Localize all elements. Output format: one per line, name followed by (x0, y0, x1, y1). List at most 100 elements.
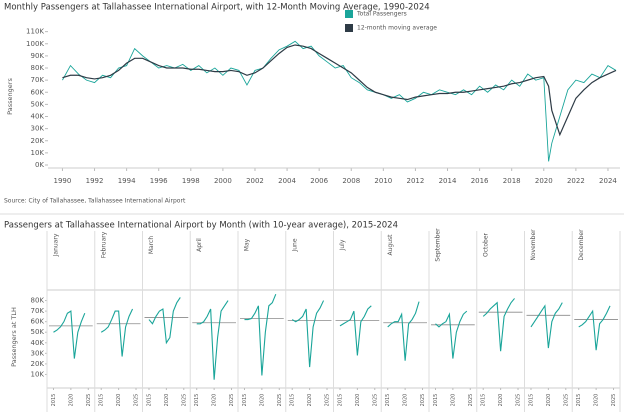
x-tick-label: 2025 (325, 394, 331, 407)
x-tick-label: 1994 (118, 177, 136, 185)
y-tick-label: 20K (31, 137, 45, 145)
panel-label: May (244, 238, 251, 251)
x-tick-label: 2025 (611, 394, 617, 407)
x-tick-label: 2020 (450, 394, 456, 407)
x-tick-label: 2020 (594, 394, 600, 407)
x-tick-label: 2015 (290, 394, 296, 407)
source-note: Source: City of Tallahassee, Tallahassee… (4, 198, 186, 205)
panel-label: June (291, 238, 298, 252)
y-tick-label: 60K (31, 318, 45, 326)
x-tick-label: 1996 (150, 177, 168, 185)
x-tick-label: 2002 (246, 177, 264, 185)
y-tick-label: 70K (31, 307, 45, 315)
y-tick-label: 90K (31, 52, 45, 60)
panel-label: September (435, 228, 442, 262)
y-tick-label: 40K (31, 113, 45, 121)
x-tick-label: 2020 (164, 394, 170, 407)
chart-title: Passengers at Tallahassee International … (4, 221, 398, 231)
x-tick-label: 2015 (481, 394, 487, 407)
y-tick-label: 10K (31, 370, 45, 378)
x-tick-label: 2015 (433, 394, 439, 407)
panel-label: March (148, 236, 155, 254)
y-axis-label: Passengers (6, 78, 14, 115)
x-tick-label: 2020 (68, 394, 74, 407)
panel-label: February (100, 231, 107, 258)
x-tick-label: 2020 (355, 394, 361, 407)
x-tick-label: 2025 (181, 394, 187, 407)
x-tick-label: 2020 (259, 394, 265, 407)
series-line (244, 294, 277, 376)
x-tick-label: 2020 (546, 394, 552, 407)
x-tick-label: 2000 (214, 177, 232, 185)
series-line (62, 40, 617, 162)
x-tick-label: 2020 (535, 177, 553, 185)
x-tick-label: 2015 (99, 394, 105, 407)
series-line (387, 301, 420, 361)
y-tick-label: 50K (31, 328, 45, 336)
x-tick-label: 2020 (116, 394, 122, 407)
x-tick-label: 1990 (54, 177, 72, 185)
x-tick-label: 2025 (420, 394, 426, 407)
y-tick-label: 80K (31, 64, 45, 72)
y-tick-label: 60K (31, 88, 45, 96)
x-tick-label: 2025 (563, 394, 569, 407)
legend-label: Total Passengers (356, 11, 407, 18)
x-tick-label: 1992 (86, 177, 104, 185)
series-line (339, 305, 372, 356)
panel-label: August (387, 234, 394, 256)
x-tick-label: 2015 (385, 394, 391, 407)
legend-swatch (345, 24, 353, 32)
x-tick-label: 2020 (212, 394, 218, 407)
series-line (482, 298, 515, 352)
x-tick-label: 2016 (471, 177, 489, 185)
x-tick-label: 2020 (403, 394, 409, 407)
y-tick-label: 10K (31, 149, 45, 157)
series-line (291, 300, 325, 368)
panel-label: October (482, 232, 489, 257)
panel-label: January (53, 233, 60, 257)
y-tick-label: 30K (31, 349, 45, 357)
series-line (100, 308, 134, 357)
legend-swatch (345, 10, 353, 18)
x-tick-label: 2025 (134, 394, 140, 407)
panel-label: April (196, 238, 203, 252)
y-tick-label: 70K (31, 76, 45, 84)
y-axis-label: Passengers at TLH (10, 307, 18, 367)
x-tick-label: 2014 (439, 177, 457, 185)
x-tick-label: 2025 (277, 394, 283, 407)
x-tick-label: 2012 (407, 177, 425, 185)
panel-label: December (578, 229, 585, 261)
x-tick-label: 2025 (229, 394, 235, 407)
x-tick-label: 2015 (146, 394, 152, 407)
x-tick-label: 2015 (576, 394, 582, 407)
x-tick-label: 2025 (468, 394, 474, 407)
y-tick-label: 50K (31, 100, 45, 108)
series-line (62, 44, 617, 137)
x-tick-label: 2010 (374, 177, 392, 185)
x-tick-label: 2006 (310, 177, 328, 185)
x-tick-label: 2020 (498, 394, 504, 407)
series-line (578, 305, 611, 351)
x-tick-label: 2025 (516, 394, 522, 407)
series-line (53, 310, 86, 359)
y-tick-label: 20K (31, 360, 45, 368)
series-line (530, 302, 563, 349)
x-tick-label: 2015 (337, 394, 343, 407)
x-tick-label: 2015 (51, 394, 57, 407)
x-tick-label: 2025 (372, 394, 378, 407)
x-tick-label: 2025 (86, 394, 92, 407)
y-tick-label: 0K (35, 161, 44, 169)
series-line (148, 297, 181, 345)
series-line (196, 300, 229, 380)
y-tick-label: 110K (26, 28, 44, 36)
legend-label: 12-month moving average (357, 25, 437, 32)
y-tick-label: 80K (31, 297, 45, 305)
x-tick-label: 2015 (242, 394, 248, 407)
chart-title: Monthly Passengers at Tallahassee Intern… (4, 3, 430, 13)
x-tick-label: 2015 (194, 394, 200, 407)
x-tick-label: 2004 (278, 177, 296, 185)
y-tick-label: 100K (26, 40, 44, 48)
x-tick-label: 2015 (528, 394, 534, 407)
panel-label: November (530, 229, 537, 261)
